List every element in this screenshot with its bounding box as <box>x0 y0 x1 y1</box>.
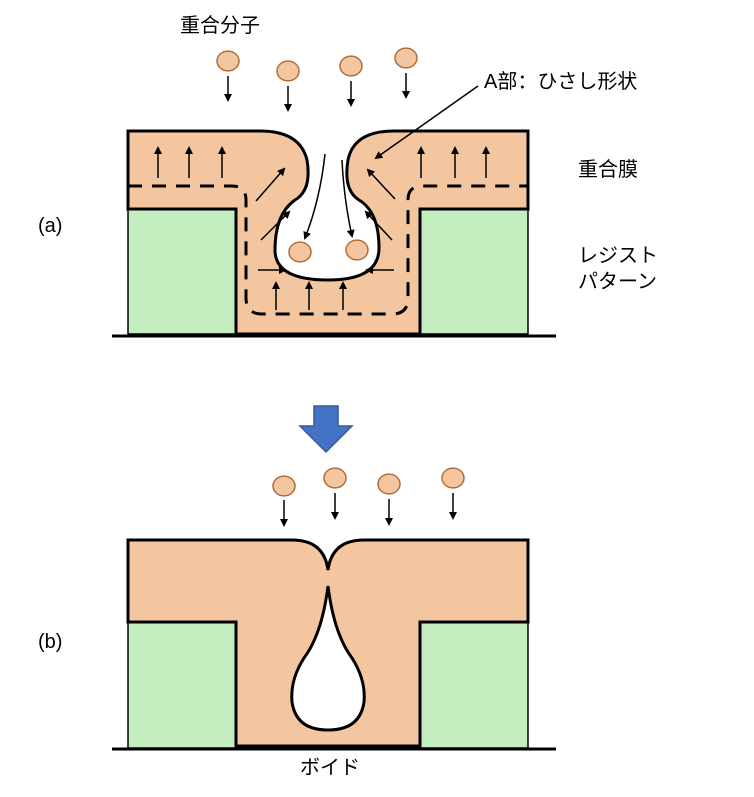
transition-arrow <box>300 406 352 452</box>
panel-b: ボイド (b) <box>38 468 556 779</box>
panel-a: 重合分子 A部：ひさし形状 重合膜 レジスト パターン (a) <box>38 14 658 336</box>
resist-left-b <box>128 622 236 748</box>
molecule-icon <box>442 468 464 488</box>
label-molecules: 重合分子 <box>180 14 260 37</box>
label-b: (b) <box>38 631 62 653</box>
molecule-icon <box>273 476 295 496</box>
molecule-icon <box>378 474 400 494</box>
arrows-b-down <box>284 493 453 525</box>
resist-right-b <box>420 622 528 748</box>
resist-right <box>420 209 528 334</box>
molecule-icon <box>217 51 239 71</box>
diagram-svg: 重合分子 A部：ひさし形状 重合膜 レジスト パターン (a) ボイド (b) <box>0 0 754 797</box>
label-a: (a) <box>38 215 62 237</box>
label-void: ボイド <box>300 756 360 779</box>
label-resist-2: パターン <box>578 270 657 293</box>
molecule-icon <box>340 56 362 76</box>
molecules-a <box>217 48 417 81</box>
resist-left <box>128 209 236 334</box>
label-resist-1: レジスト <box>578 245 658 267</box>
molecule-icon <box>395 48 417 68</box>
molecule-icon <box>289 242 311 262</box>
molecule-icon <box>277 61 299 81</box>
label-partA: A部：ひさし形状 <box>484 70 637 93</box>
molecules-b <box>273 468 464 496</box>
arrows-a-down <box>228 73 406 110</box>
molecule-icon <box>324 468 346 488</box>
label-film: 重合膜 <box>578 158 638 181</box>
molecule-icon <box>346 240 368 260</box>
